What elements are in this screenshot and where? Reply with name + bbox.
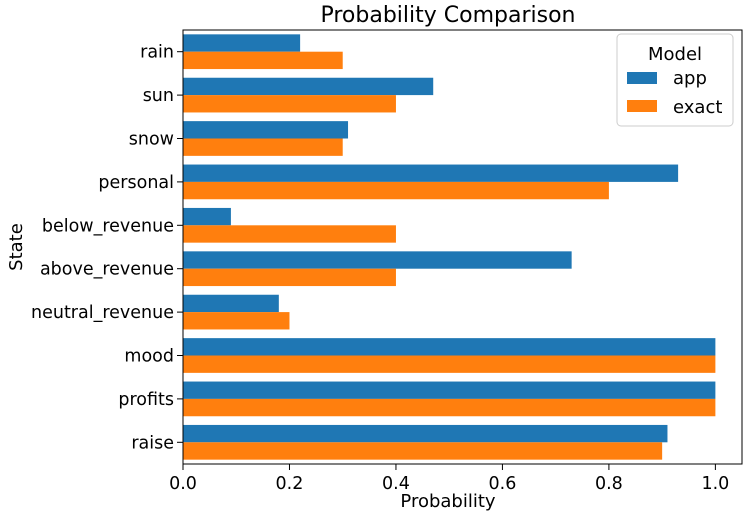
y-tick-label: above_revenue xyxy=(40,260,174,280)
y-tick-label: rain xyxy=(140,43,174,63)
y-tick-label: profits xyxy=(118,390,174,410)
x-tick-label: 0.8 xyxy=(595,474,623,494)
x-axis-label: Probability xyxy=(400,491,495,512)
y-tick-label: mood xyxy=(124,347,174,367)
y-tick-label: neutral_revenue xyxy=(31,303,174,323)
legend-label-exact: exact xyxy=(673,97,722,118)
bar-exact-neutral_revenue xyxy=(183,312,290,330)
bar-app-profits xyxy=(183,381,716,399)
y-tick-label: raise xyxy=(131,433,174,453)
y-axis-label: State xyxy=(6,223,27,271)
legend-title: Model xyxy=(648,44,702,65)
bar-exact-below_revenue xyxy=(183,225,396,243)
bar-app-personal xyxy=(183,164,679,182)
bar-exact-mood xyxy=(183,355,716,373)
bar-app-neutral_revenue xyxy=(183,294,279,313)
bar-app-above_revenue xyxy=(183,251,572,269)
plot-frame xyxy=(182,29,743,465)
x-tick-label: 0.2 xyxy=(276,474,304,494)
bar-app-below_revenue xyxy=(183,207,231,226)
bar-app-rain xyxy=(183,34,301,52)
x-tick-label: 1.0 xyxy=(701,474,729,494)
legend-swatch-app xyxy=(627,72,657,84)
legend: Model app exact xyxy=(616,33,734,127)
bar-exact-raise xyxy=(183,442,663,460)
bar-app-sun xyxy=(183,77,434,96)
chart-title: Probability Comparison xyxy=(320,3,575,28)
y-tick-label: personal xyxy=(98,173,174,193)
legend-swatch-exact xyxy=(627,100,657,112)
bar-exact-personal xyxy=(183,181,609,200)
bar-exact-rain xyxy=(183,51,343,70)
x-tick-label: 0.4 xyxy=(382,474,410,494)
plot-area: rain sun snow personal below_revenue above_re… xyxy=(31,29,743,494)
bar-exact-snow xyxy=(183,138,343,156)
bar-app-snow xyxy=(183,121,349,139)
bar-exact-profits xyxy=(183,398,716,417)
x-tick-label: 0.0 xyxy=(169,474,197,494)
y-tick-label: below_revenue xyxy=(42,216,174,236)
y-tick-label: snow xyxy=(129,130,174,150)
bar-exact-above_revenue xyxy=(183,268,396,287)
bar-app-mood xyxy=(183,338,716,356)
bar-app-raise xyxy=(183,424,668,443)
y-tick-label: sun xyxy=(143,86,174,106)
x-tick-label: 0.6 xyxy=(489,474,517,494)
bar-exact-sun xyxy=(183,95,396,113)
legend-label-app: app xyxy=(673,68,707,89)
